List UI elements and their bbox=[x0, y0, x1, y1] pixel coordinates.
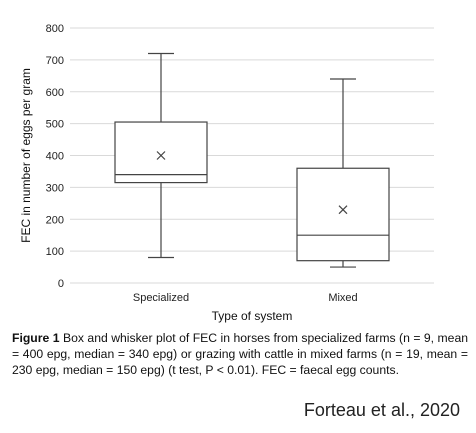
x-tick-label: Mixed bbox=[328, 292, 357, 304]
y-axis-title: FEC in number of eggs per gram bbox=[19, 68, 33, 243]
iqr-box bbox=[296, 167, 390, 262]
y-tick-label: 600 bbox=[46, 87, 64, 99]
box-plot-chart: 0 100 200 300 400 500 600 700 800 Specialized Mix… bbox=[19, 23, 434, 323]
y-tick-label: 200 bbox=[46, 214, 64, 226]
iqr-box bbox=[114, 121, 208, 184]
y-tick-label: 700 bbox=[46, 55, 64, 67]
y-axis-tick-labels: 0 100 200 300 400 500 600 700 800 bbox=[46, 23, 64, 290]
box-mixed bbox=[296, 78, 390, 268]
credit-text: Forteau et al., 2020 bbox=[303, 400, 460, 420]
figure-caption: Figure 1 Box and whisker plot of FEC in … bbox=[12, 330, 468, 378]
y-tick-label: 800 bbox=[46, 23, 64, 35]
y-tick-label: 400 bbox=[46, 151, 64, 163]
y-tick-label: 500 bbox=[46, 119, 64, 131]
boxes bbox=[114, 52, 390, 268]
caption-text: Box and whisker plot of FEC in horses fr… bbox=[12, 331, 469, 377]
x-tick-label: Specialized bbox=[133, 292, 189, 304]
box-specialized bbox=[114, 52, 208, 259]
mean-marker bbox=[338, 205, 348, 215]
y-tick-label: 0 bbox=[58, 278, 64, 290]
x-axis-title: Type of system bbox=[212, 309, 293, 323]
mean-marker bbox=[156, 151, 166, 160]
y-tick-label: 300 bbox=[46, 182, 64, 194]
caption-label: Figure 1 bbox=[12, 331, 60, 345]
y-tick-label: 100 bbox=[46, 246, 64, 258]
x-axis-tick-labels: Specialized Mixed bbox=[133, 292, 358, 304]
